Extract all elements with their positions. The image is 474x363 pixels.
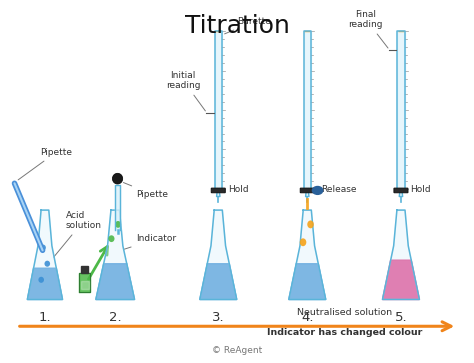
Text: © ReAgent: © ReAgent [212, 346, 262, 355]
Ellipse shape [40, 245, 46, 251]
Text: Release: Release [321, 185, 357, 194]
Polygon shape [79, 273, 91, 292]
Text: 2.: 2. [109, 311, 121, 324]
FancyBboxPatch shape [211, 188, 225, 193]
Polygon shape [27, 268, 63, 299]
Text: Acid
solution: Acid solution [54, 211, 102, 257]
Text: Indicator: Indicator [123, 234, 176, 249]
Text: Pipette: Pipette [123, 183, 168, 199]
Ellipse shape [115, 221, 121, 228]
Ellipse shape [109, 235, 115, 242]
Text: Burette: Burette [225, 17, 271, 34]
Polygon shape [383, 260, 419, 299]
Ellipse shape [307, 220, 314, 228]
Ellipse shape [38, 277, 44, 283]
Polygon shape [115, 185, 120, 230]
Text: Hold: Hold [410, 185, 431, 194]
Polygon shape [200, 210, 237, 299]
Text: Indicator has changed colour: Indicator has changed colour [267, 328, 422, 337]
Polygon shape [82, 266, 88, 273]
Polygon shape [215, 31, 222, 189]
Polygon shape [397, 31, 405, 189]
Text: Initial
reading: Initial reading [166, 71, 205, 111]
Polygon shape [96, 264, 135, 299]
Circle shape [312, 187, 323, 194]
Text: Final
reading: Final reading [348, 9, 388, 48]
Polygon shape [81, 281, 89, 289]
Text: 4.: 4. [301, 311, 313, 324]
Text: Titration: Titration [184, 13, 290, 37]
Text: Pipette: Pipette [18, 148, 72, 180]
Text: 5.: 5. [395, 311, 407, 324]
Polygon shape [383, 210, 419, 299]
Ellipse shape [112, 173, 123, 184]
Polygon shape [399, 189, 402, 196]
FancyBboxPatch shape [394, 188, 408, 193]
Polygon shape [217, 189, 220, 196]
FancyBboxPatch shape [300, 188, 314, 193]
Ellipse shape [300, 238, 306, 246]
Polygon shape [289, 210, 326, 299]
Polygon shape [289, 264, 326, 299]
Polygon shape [200, 264, 237, 299]
Ellipse shape [45, 261, 50, 267]
Polygon shape [306, 189, 309, 196]
Text: Neutralised solution: Neutralised solution [297, 308, 392, 317]
Polygon shape [27, 210, 63, 299]
Text: 1.: 1. [38, 311, 51, 324]
Text: 3.: 3. [212, 311, 225, 324]
Polygon shape [303, 31, 311, 189]
Text: Hold: Hold [228, 185, 248, 194]
Polygon shape [96, 210, 135, 299]
